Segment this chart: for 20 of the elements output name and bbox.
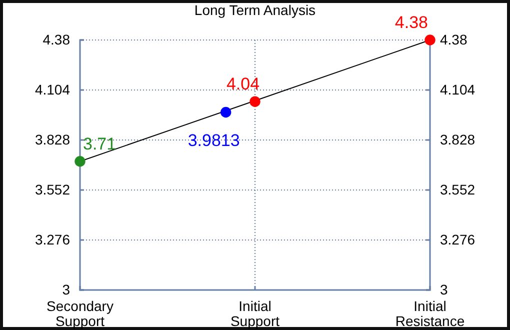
x-tick-label: Secondary Support	[46, 298, 114, 329]
chart-title: Long Term Analysis	[194, 2, 316, 18]
x-tick-label: Initial Resistance	[395, 298, 465, 329]
y-tick-label: 4.104	[34, 81, 70, 98]
y2-tick-label: 4.38	[440, 31, 468, 48]
y2-tick-label: 3.828	[440, 131, 476, 148]
y-tick-label: 3.552	[34, 181, 70, 198]
y2-tick-label: 3.276	[440, 231, 476, 248]
y-tick-label: 3.276	[34, 231, 70, 248]
y2-tick-label: 3.552	[440, 181, 476, 198]
y-tick-label: 4.38	[42, 31, 70, 48]
y-tick-label: 3.828	[34, 131, 70, 148]
data-label: 3.71	[83, 134, 116, 154]
data-label: 3.9813	[188, 131, 240, 150]
data-label: 4.38	[394, 13, 428, 32]
y2-tick-label: 4.104	[440, 81, 476, 98]
y2-tick-label: 3	[440, 281, 448, 298]
x-tick-label: Initial Support	[230, 298, 280, 329]
data-label: 4.04	[226, 74, 260, 94]
y-tick-label: 3	[62, 281, 70, 298]
